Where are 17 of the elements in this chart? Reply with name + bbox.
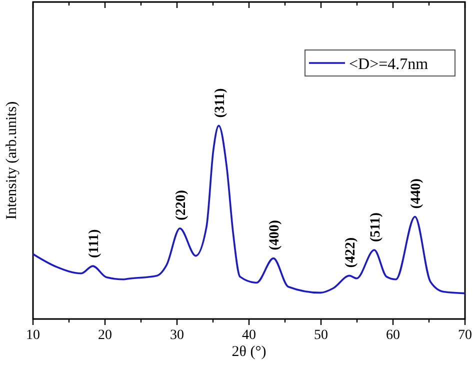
annotation: (111) <box>86 228 102 258</box>
x-tick-label: 50 <box>314 328 328 343</box>
annotation: (422) <box>343 237 358 268</box>
x-tick-label: 40 <box>242 328 256 343</box>
legend-label: <D>=4.7nm <box>349 56 429 73</box>
y-axis-title: Intensity (arb.units) <box>4 101 20 220</box>
annotation: (400) <box>267 220 282 250</box>
annotation: (511) <box>368 212 384 242</box>
x-tick-label: 60 <box>386 328 400 343</box>
x-tick-label: 70 <box>458 328 472 343</box>
x-tick-label: 30 <box>170 328 184 343</box>
x-tick-label: 20 <box>98 328 112 343</box>
annotation: (311) <box>212 88 228 118</box>
annotation: (440) <box>408 178 424 209</box>
annotation: (220) <box>174 190 189 220</box>
x-axis-title: 2θ (°) <box>232 344 266 360</box>
x-tick-label: 10 <box>26 328 40 343</box>
